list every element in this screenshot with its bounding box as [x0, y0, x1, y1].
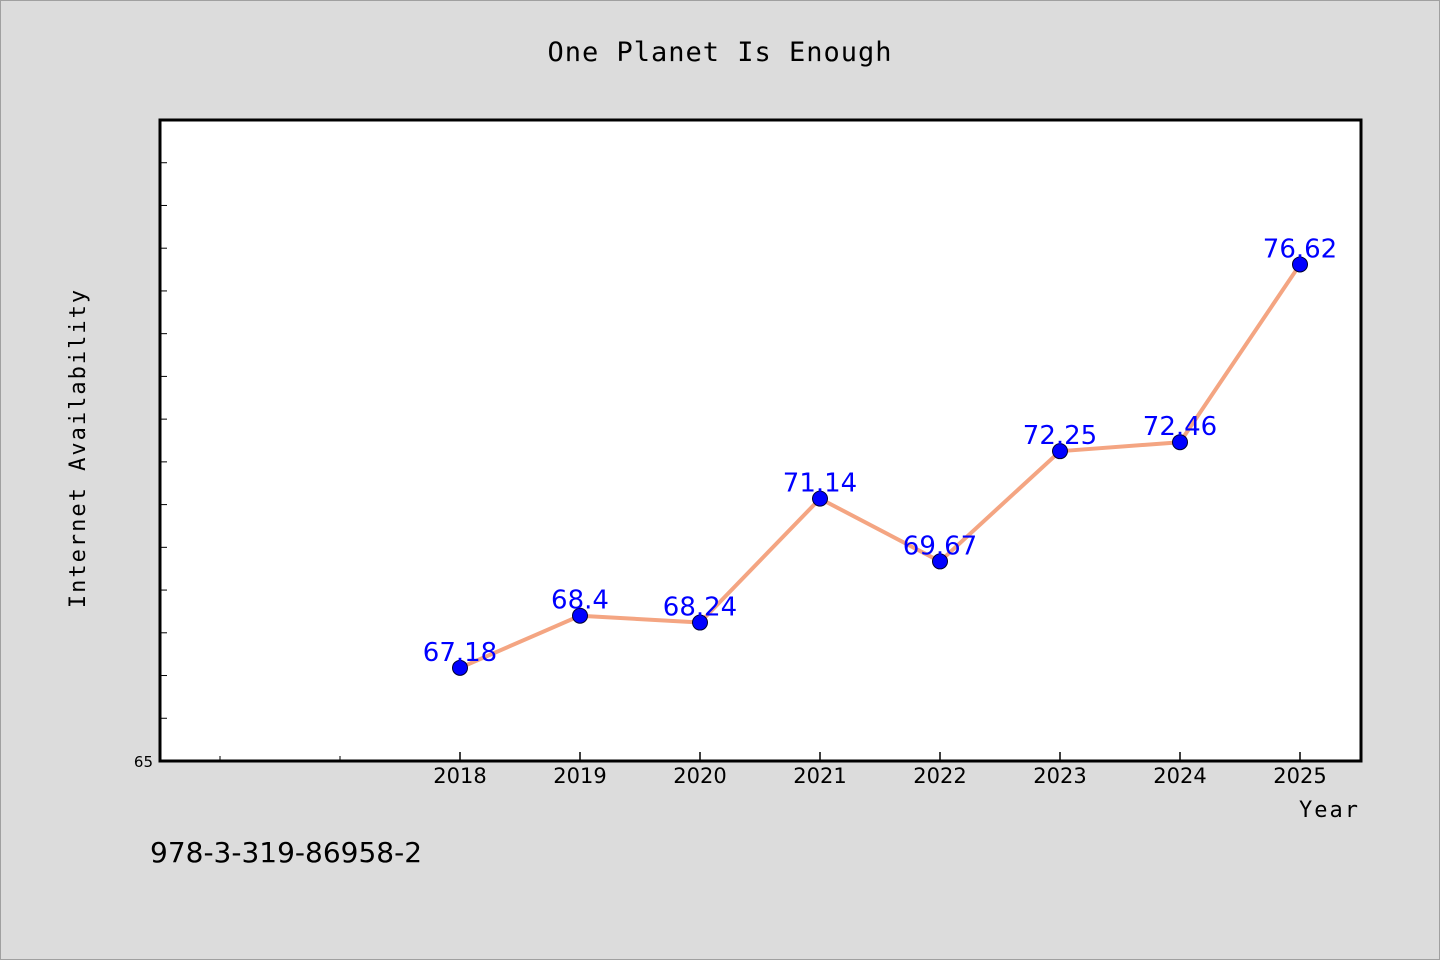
data-point-marker — [572, 607, 588, 624]
x-tick-label: 2021 — [793, 764, 846, 788]
chart-title: One Planet Is Enough — [547, 37, 892, 68]
data-label: 68.4 — [551, 586, 609, 616]
data-point-marker — [1172, 434, 1188, 451]
series-line — [459, 263, 1302, 670]
y-tick-label: 65 — [134, 753, 153, 771]
x-tick-label: 2025 — [1273, 764, 1326, 788]
data-label: 69.67 — [903, 531, 977, 561]
footer-isbn: 978-3-319-86958-2 — [150, 836, 422, 869]
data-point-marker — [812, 490, 828, 507]
data-point-marker — [1052, 443, 1068, 460]
plot-frame — [158, 118, 1363, 763]
x-tick-label: 2024 — [1153, 764, 1206, 788]
plot-area — [160, 120, 1361, 761]
series-layer: 67.18 68.4 68.24 71.14 69.67 72.25 72.46 76.62 — [423, 234, 1337, 676]
x-tick-label: 2023 — [1033, 764, 1086, 788]
data-label: 72.46 — [1143, 412, 1217, 442]
x-tick-label: 2019 — [553, 764, 606, 788]
x-tick-label: 2020 — [673, 764, 726, 788]
data-point-marker — [1292, 256, 1308, 273]
data-label: 67.18 — [423, 638, 497, 668]
x-tick-label: 2022 — [913, 764, 966, 788]
data-point-marker — [692, 614, 708, 631]
data-label: 71.14 — [783, 469, 857, 499]
data-point-marker — [452, 659, 468, 676]
x-axis-ticks: 2018 2019 2020 2021 2022 2023 2024 2025 — [219, 752, 1327, 788]
data-point-marker — [932, 553, 948, 570]
data-label: 76.62 — [1263, 234, 1337, 264]
x-axis-label: Year — [1299, 798, 1360, 823]
data-label: 68.24 — [663, 593, 737, 623]
data-label: 72.25 — [1023, 421, 1097, 451]
x-tick-label: 2018 — [433, 764, 486, 788]
y-axis-label: Internet Availability — [66, 288, 91, 608]
